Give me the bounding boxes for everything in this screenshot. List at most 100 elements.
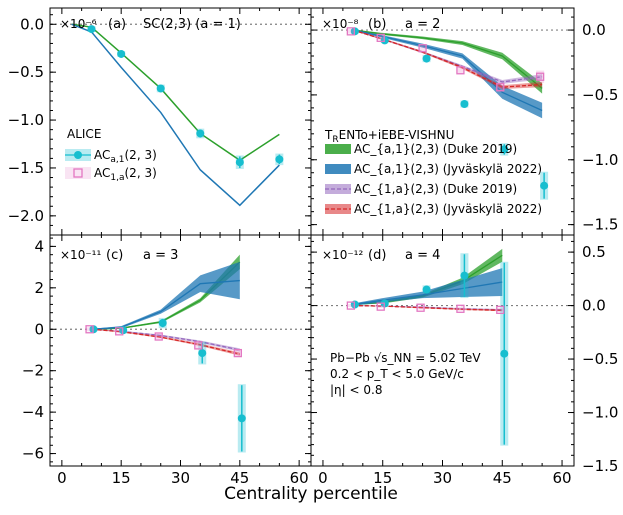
data-point-square — [418, 44, 427, 53]
y-tick-label: −4 — [22, 403, 44, 421]
data-point-syst-box — [496, 307, 505, 313]
data-point-circle — [158, 319, 167, 328]
legend-duke-ac-a1-label: AC_{a,1}(2,3) (Duke 2019) — [354, 142, 517, 156]
x-tick-label: 60 — [290, 469, 309, 487]
data-point-syst-box — [233, 348, 242, 358]
data-point-circle — [422, 285, 431, 294]
data-point-syst-box — [115, 329, 124, 334]
data-point-square — [85, 325, 94, 334]
x-tick-label: 45 — [230, 469, 249, 487]
legend-model: TRENTo+iEBE-VISHNU AC_{a,1}(2,3) (Duke 2… — [324, 128, 542, 216]
x-tick-label: 15 — [112, 469, 131, 487]
x-tick-label: 0 — [57, 469, 67, 487]
data-point-syst-box — [496, 82, 505, 93]
y-tick-label: −1.5 — [582, 216, 618, 234]
panel-title-b: a = 2 — [405, 17, 440, 32]
data-point-circle — [237, 414, 246, 423]
data-point-square — [496, 305, 505, 315]
panel-title-d: a = 4 — [405, 248, 440, 263]
x-axis-title: Centrality percentile — [224, 484, 398, 504]
data-point-circle — [460, 99, 469, 108]
y-tick-label: −2.0 — [8, 207, 44, 225]
panel-title-c: a = 3 — [143, 248, 178, 263]
y-tick-label: 2 — [34, 279, 44, 297]
panel-frame — [49, 7, 312, 236]
panel-title-a: SC(2,3) (a = 1) — [143, 17, 241, 32]
legend-model-title: TRENTo+iEBE-VISHNU — [324, 128, 454, 145]
panel-a: 0.0 −0.5 −1.0 −1.5 −2.0 — [8, 7, 312, 236]
data-point-square — [416, 303, 425, 312]
data-point-syst-box — [376, 305, 385, 309]
panel-label-a: (a) — [108, 17, 126, 32]
panel-d: 0 15 30 45 60 0.5 0.0 −0.5 −1.0 −1.5 — [310, 234, 618, 487]
y-tick-label: −1.0 — [582, 404, 618, 422]
data-point-square — [456, 66, 465, 75]
data-point-syst-box — [154, 333, 163, 340]
panel-label-d: (d) — [368, 248, 386, 263]
panel-c: 0 15 30 45 60 4 2 0 −2 −4 −6 — [22, 234, 312, 487]
x-tick-label: 60 — [552, 469, 571, 487]
model-band-center — [352, 281, 503, 306]
model-band — [352, 29, 543, 94]
data-point-syst-box — [456, 306, 465, 311]
y-tick-label: 0 — [34, 320, 44, 338]
data-point-circle — [196, 129, 205, 138]
data-point-syst-box — [346, 304, 355, 308]
data-point-circle — [235, 158, 244, 167]
legend-alice-ac-a1-label: ACa,1(2, 3) — [94, 148, 157, 165]
data-point-circle — [87, 25, 96, 34]
data-point-syst-box — [416, 305, 425, 310]
y-tick-label: −1.5 — [8, 159, 44, 177]
panel-label-c: (c) — [106, 248, 123, 263]
data-point-circle — [500, 349, 509, 358]
legend-jyv-ac-1a-label: AC_{1,a}(2,3) (Jyväskylä 2022) — [354, 202, 542, 216]
x-tick-label: 0 — [318, 469, 328, 487]
data-point-circle — [156, 84, 165, 93]
model-band-center — [91, 328, 240, 355]
x-tick-label: 30 — [171, 469, 190, 487]
x-tick-label: 30 — [433, 469, 452, 487]
legend-alice-ac-a1-marker — [74, 151, 82, 159]
data-point-circle — [275, 155, 284, 164]
data-point-syst-box — [418, 44, 427, 52]
data-point-square — [376, 302, 385, 311]
panel-b: 0.0 −0.5 −1.0 −1.5 — [310, 7, 618, 236]
data-point-syst-box — [456, 66, 465, 74]
y-tick-label: 0.0 — [20, 15, 44, 33]
legend-alice-ac-1a-label: AC1,a(2, 3) — [94, 166, 157, 183]
data-point-square — [154, 332, 163, 341]
y-tick-label: −0.5 — [582, 86, 618, 104]
panel-frame — [49, 234, 312, 467]
y-tick-label: −1.0 — [8, 111, 44, 129]
annotation-line-3: |η| < 0.8 — [330, 383, 382, 397]
data-point-square — [376, 33, 385, 42]
y-tick-label: 0.5 — [582, 243, 606, 261]
annotation-line-2: 0.2 < p_T < 5.0 GeV/c — [330, 367, 464, 381]
data-point-circle — [422, 54, 431, 63]
data-point-square — [346, 301, 355, 310]
x-tick-label: 45 — [493, 469, 512, 487]
model-band — [91, 261, 240, 330]
legend-jyv-ac-a1-label: AC_{a,1}(2,3) (Jyväskylä 2022) — [354, 162, 542, 176]
data-point-circle — [117, 49, 126, 58]
data-point-square — [115, 327, 124, 336]
panel-label-b: (b) — [368, 17, 386, 32]
y-tick-label: −1.0 — [582, 151, 618, 169]
data-point-square — [496, 82, 505, 92]
legend-alice-title: ALICE — [67, 127, 101, 141]
y-tick-label: −0.5 — [582, 350, 618, 368]
multiplier-d: ×10⁻¹² — [322, 248, 363, 262]
y-tick-label: 0.0 — [582, 297, 606, 315]
model-band-center — [91, 328, 240, 351]
data-point-circle — [198, 349, 207, 358]
model-band — [91, 328, 240, 356]
model-band — [352, 29, 543, 84]
data-point-circle — [460, 271, 469, 280]
data-point-square — [194, 341, 203, 350]
data-point-syst-box — [536, 70, 545, 83]
data-point-square — [535, 72, 545, 81]
data-point-square — [346, 27, 355, 36]
legend-alice-ac-1a-marker — [73, 168, 83, 178]
data-point-square — [456, 304, 465, 313]
